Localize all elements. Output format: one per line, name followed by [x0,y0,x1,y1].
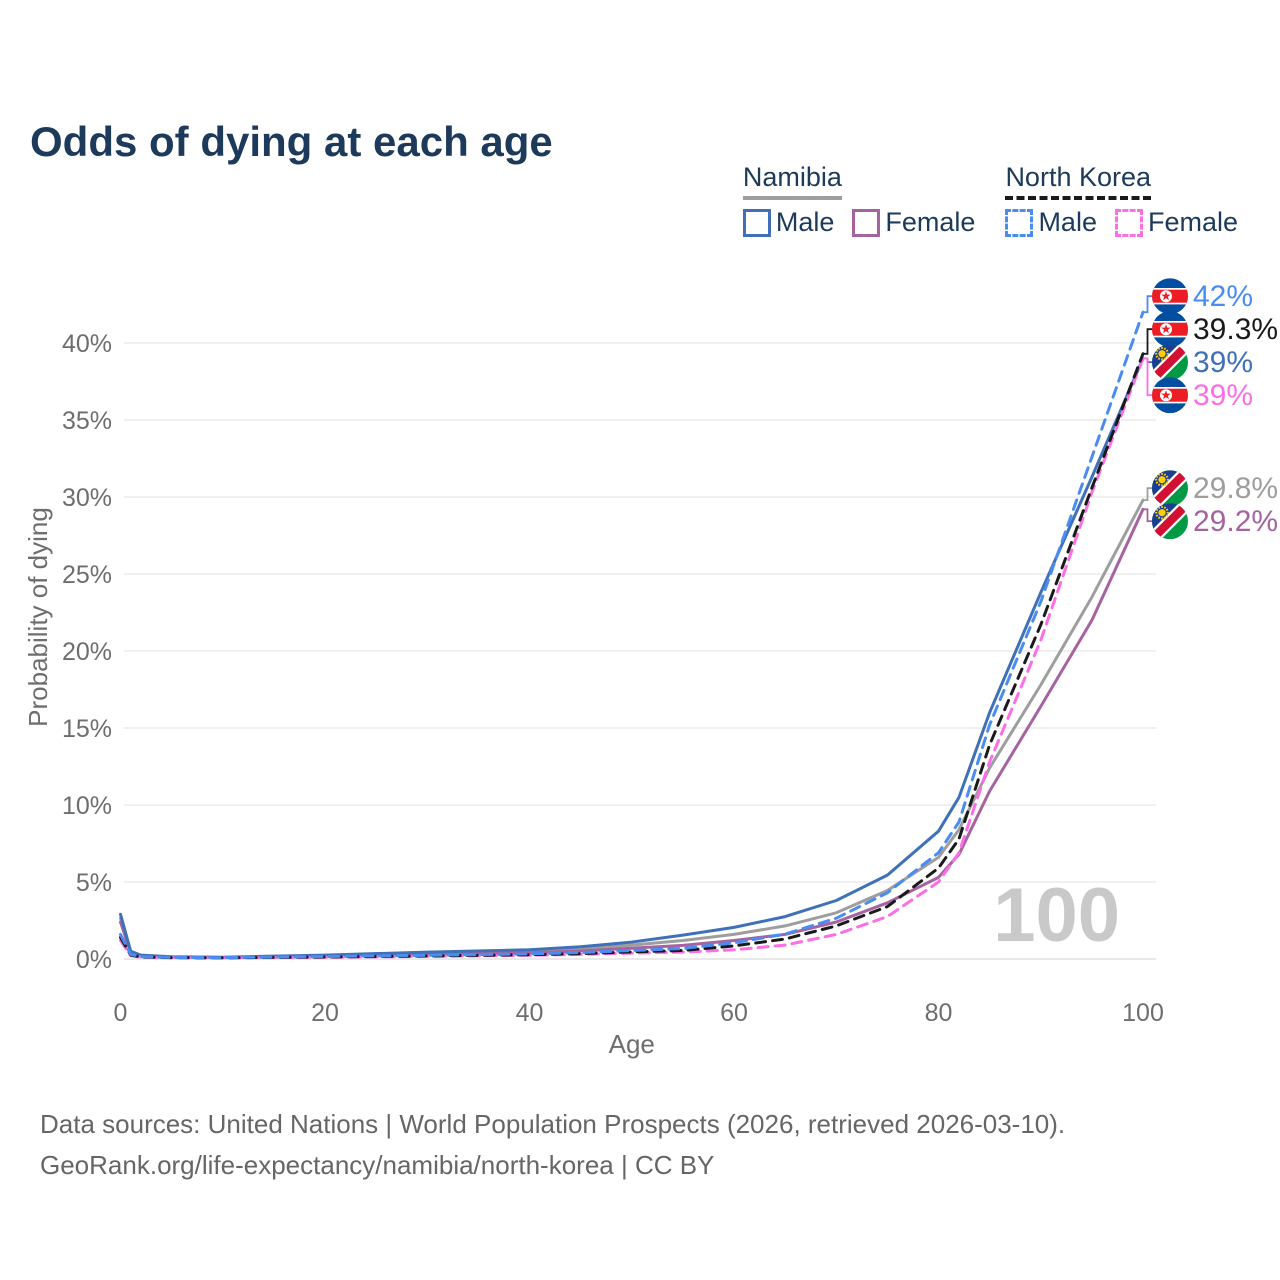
x-tick-label: 0 [114,999,128,1027]
legend-row-namibia: Male Female [742,207,975,238]
namibia-flag-icon [1149,467,1191,509]
y-tick-label: 20% [62,638,112,666]
age-watermark: 100 [993,873,1120,958]
north-korea-flag-icon [1152,377,1188,413]
attribution-line: GeoRank.org/life-expectancy/namibia/nort… [40,1150,715,1180]
legend-item-namibia-female[interactable]: Female [852,207,975,238]
y-tick-label: 15% [62,715,112,743]
y-tick-label: 0% [76,946,112,974]
end-label-north-korea: 39.3% [1143,311,1278,355]
x-tick-label: 100 [1122,999,1164,1027]
legend-item-namibia-male[interactable]: Male [742,207,835,238]
y-axis-title: Probability of dying [23,507,53,727]
end-label-namibia-female: 29.2% [1143,500,1278,542]
y-tick-label: 35% [62,407,112,435]
legend-label-namibia-male: Male [775,207,835,237]
namibia-female-swatch-icon [852,208,881,237]
end-label-value: 39.3% [1193,313,1278,346]
data-sources-line: Data sources: United Nations | World Pop… [40,1109,1066,1139]
end-label-connector [1143,328,1152,355]
plot-area: 0% 5% 10% 15% 20% 25% 30% 35% 40% 0 20 40 60 80 100 Age… [23,278,1278,1059]
end-label-connector [1143,295,1152,314]
namibia-male-swatch-icon [742,208,771,237]
legend-country-namibia: Namibia [742,162,842,200]
end-label-north-korea-female: 39% [1143,357,1253,413]
end-label-value: 42% [1193,280,1253,313]
chart-legend: Namibia Male Female North Korea Male Fem… [742,162,1238,238]
gridlines: 0% 5% 10% 15% 20% 25% 30% 35% 40% 0 20 40 60 80 100 [62,330,1164,1027]
legend-row-north-korea: Male Female [1005,207,1238,238]
north-korea-female-swatch-icon [1114,208,1143,237]
end-label-value: 29.8% [1193,472,1278,505]
end-label-namibia: 29.8% [1143,467,1278,509]
x-tick-label: 20 [311,999,339,1027]
north-korea-male-swatch-icon [1005,208,1034,237]
page-title: Odds of dying at each age [30,118,553,166]
x-tick-label: 60 [720,999,748,1027]
y-tick-label: 25% [62,561,112,589]
legend-label-namibia-female: Female [885,207,976,237]
namibia-flag-icon [1149,341,1191,383]
x-tick-label: 80 [925,999,953,1027]
end-label-connector [1143,508,1152,523]
y-tick-label: 40% [62,330,112,358]
legend-group-north-korea: North Korea Male Female [1005,162,1238,238]
end-label-value: 39% [1193,379,1253,412]
north-korea-flag-icon [1152,278,1188,314]
namibia-flag-icon [1149,500,1191,542]
x-tick-label: 40 [516,999,544,1027]
end-label-value: 39% [1193,346,1253,379]
y-tick-label: 30% [62,484,112,512]
y-tick-label: 5% [76,869,112,897]
series-line-north-korea [119,352,1145,960]
legend-label-north-korea-male: Male [1038,207,1097,237]
north-korea-flag-icon [1152,311,1188,347]
series-line-north-korea-female [119,356,1145,960]
legend-item-north-korea-male[interactable]: Male [1005,207,1097,238]
end-label-connector [1143,487,1152,501]
end-label-north-korea-male: 42% [1143,278,1253,314]
legend-item-north-korea-female[interactable]: Female [1114,207,1238,238]
end-label-namibia-male: 39% [1143,341,1253,383]
y-tick-label: 10% [62,792,112,820]
series-line-namibia-female [119,507,1145,960]
legend-country-north-korea: North Korea [1005,162,1152,200]
end-label-connector [1143,357,1152,397]
x-axis-title: Age [609,1029,655,1059]
chart-footer: Data sources: United Nations | World Pop… [40,1104,1065,1186]
series-line-namibia-male [119,356,1145,959]
series-line-north-korea-male [119,310,1145,960]
legend-label-north-korea-female: Female [1147,207,1238,237]
end-label-value: 29.2% [1193,505,1278,538]
legend-group-namibia: Namibia Male Female [742,162,975,238]
